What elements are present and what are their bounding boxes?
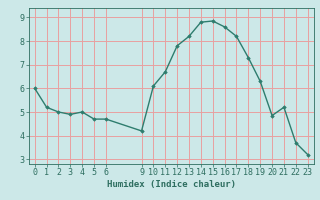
X-axis label: Humidex (Indice chaleur): Humidex (Indice chaleur): [107, 180, 236, 189]
